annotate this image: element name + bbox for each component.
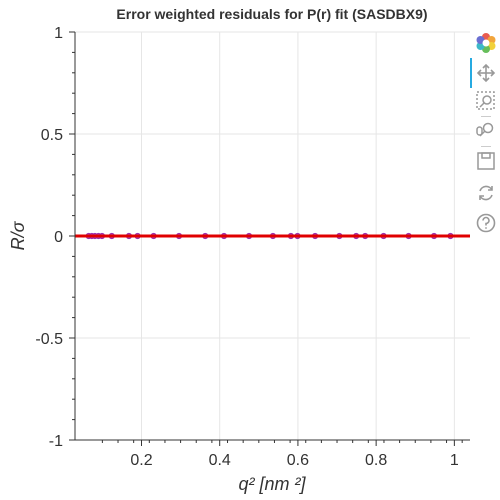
box-zoom-icon[interactable]	[475, 90, 497, 112]
x-tick-label: 0.2	[130, 452, 152, 469]
x-axis-label: q² [nm ²]	[238, 474, 306, 494]
bokeh-logo-icon[interactable]	[475, 32, 497, 54]
x-tick-label: 0.6	[287, 452, 309, 469]
chart-title: Error weighted residuals for P(r) fit (S…	[116, 6, 427, 22]
y-axis-label: R/σ	[8, 220, 28, 250]
axes: 0.2 0.4 0.6 0.8 1 1 0.5 0 -0.5 -1	[35, 25, 470, 469]
reset-icon[interactable]	[475, 182, 497, 204]
y-tick-label: -1	[49, 433, 63, 450]
plot-area[interactable]	[75, 232, 470, 240]
x-tick-label: 0.8	[365, 452, 387, 469]
save-icon[interactable]	[475, 150, 497, 172]
x-tick-label: 1	[450, 452, 459, 469]
y-tick-label: 0	[54, 229, 63, 246]
x-tick-label: 0.4	[209, 452, 231, 469]
wheel-zoom-icon[interactable]	[475, 120, 497, 142]
y-tick-label: 0.5	[41, 127, 63, 144]
toolbar-separator	[481, 146, 491, 147]
y-tick-label: -0.5	[35, 331, 63, 348]
active-tool-indicator	[470, 58, 472, 88]
pan-icon[interactable]	[475, 62, 497, 84]
y-tick-label: 1	[54, 25, 63, 42]
help-icon[interactable]	[475, 212, 497, 234]
toolbar-separator	[481, 116, 491, 117]
